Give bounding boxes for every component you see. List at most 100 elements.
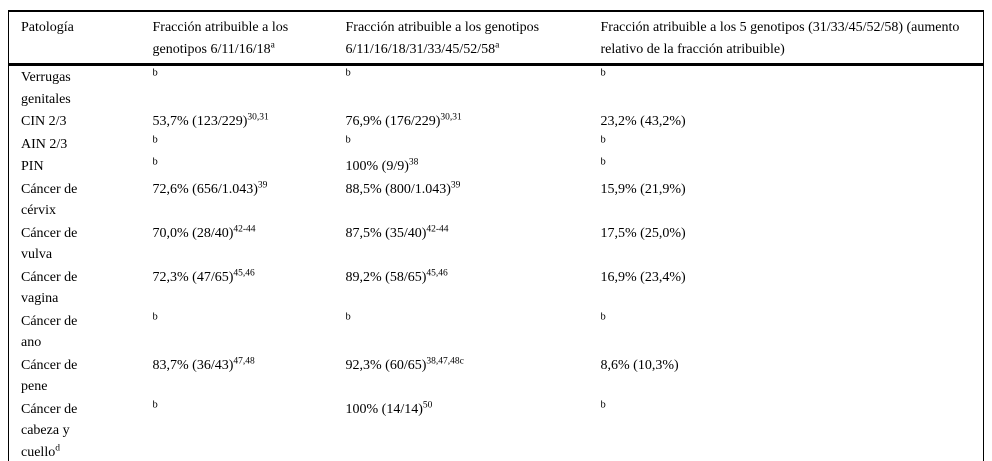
footnote-superscript: b: [600, 398, 606, 410]
footnote-superscript: 39: [257, 179, 268, 190]
pathology-name: Cáncer de vulva: [21, 225, 78, 263]
column-header-0: Patología: [9, 11, 153, 65]
pathology-name: Cáncer de cabeza y cuellod: [21, 401, 78, 460]
value-cell-col3: b: [601, 65, 984, 111]
table-row: Cáncer de vagina 72,3% (47/65)45,46 89,2% …: [9, 266, 984, 310]
value-cell-col1: b: [153, 398, 346, 461]
footnote-superscript: b: [345, 67, 351, 79]
footnote-superscript: a: [495, 39, 500, 50]
value-cell-col3: b: [601, 398, 984, 461]
pathology-cell: Cáncer de ano: [9, 310, 153, 354]
pathology-name: Cáncer de cérvix: [21, 181, 78, 219]
footnote-superscript: b: [152, 398, 158, 410]
table-row: Cáncer de cabeza y cuellod b 100% (14/14)5…: [9, 398, 984, 461]
pathology-cell: Cáncer de cérvix: [9, 178, 153, 222]
footnote-superscript: b: [152, 133, 158, 145]
header-row: Patología Fracción atribuible a los genot…: [8, 11, 984, 65]
column-header-1: Fracción atribuible a los genotipos 6/11…: [153, 11, 346, 65]
footnote-superscript: 38,47,48c: [426, 355, 464, 366]
value-cell-col2: 76,9% (176/229)30,31: [345, 112, 462, 129]
footnote-superscript: b: [152, 156, 158, 168]
footnote-superscript: b: [152, 310, 158, 322]
pathology-cell: Cáncer de pene: [9, 354, 153, 398]
footnote-superscript: 30,31: [247, 112, 269, 123]
table-row: PIN b 100% (9/9)38 b: [9, 155, 984, 178]
value-cell-col2: b: [346, 310, 601, 354]
pathology-cell: AIN 2/3: [9, 133, 153, 156]
table-body: Verrugas genitales b b b CIN 2/3 53,7% (123/2…: [9, 65, 984, 461]
value-cell-col2: 87,5% (35/40)42-44: [345, 223, 449, 241]
pathology-name: Cáncer de vagina: [21, 269, 78, 307]
table-row: Cáncer de pene 83,7% (36/43)47,48 92,3% (6…: [9, 354, 984, 398]
value-cell-col2: 88,5% (800/1.043)39: [345, 179, 461, 197]
value-cell-col2: 100% (14/14)50: [345, 399, 433, 417]
value-cell-col3: 17,5% (25,0%): [600, 225, 686, 241]
pathology-cell: PIN: [9, 155, 153, 178]
value-cell-col3: b: [601, 310, 984, 354]
footnote-superscript: b: [600, 156, 606, 168]
pathology-name: CIN 2/3: [21, 114, 67, 129]
column-header-label: Patología: [21, 20, 74, 35]
footnote-superscript: 42-44: [233, 223, 256, 234]
footnote-superscript: 42-44: [426, 223, 449, 234]
footnote-superscript: a: [270, 39, 275, 50]
pathology-name: Cáncer de pene: [21, 357, 78, 395]
column-header-label: Fracción atribuible a los 5 genotipos (3…: [600, 20, 960, 57]
value-cell-col1: 72,6% (656/1.043)39: [152, 179, 268, 197]
column-header-3: Fracción atribuible a los 5 genotipos (3…: [601, 11, 984, 65]
footnote-superscript: 39: [450, 179, 461, 190]
table-row: AIN 2/3 b b b: [9, 133, 984, 156]
attributable-fraction-table: Patología Fracción atribuible a los genot…: [8, 10, 984, 461]
footnote-superscript: 50: [422, 399, 433, 410]
value-cell-col1: b: [153, 133, 346, 156]
value-cell-col1: 70,0% (28/40)42-44: [152, 223, 256, 241]
footnote-superscript: b: [152, 67, 158, 79]
data-table: Patología Fracción atribuible a los genot…: [8, 10, 984, 461]
pathology-name: PIN: [21, 159, 44, 174]
column-header-label: Fracción atribuible a los genotipos 6/11…: [345, 20, 540, 57]
value-cell-col1: 83,7% (36/43)47,48: [152, 355, 255, 373]
pathology-cell: CIN 2/3: [9, 110, 153, 133]
table-header: Patología Fracción atribuible a los genot…: [8, 11, 984, 65]
value-cell-col2: b: [346, 133, 601, 156]
column-header-label: Fracción atribuible a los genotipos 6/11…: [152, 20, 289, 57]
pathology-cell: Cáncer de cabeza y cuellod: [9, 398, 153, 461]
footnote-superscript: 38: [408, 157, 419, 168]
value-cell-col2: 92,3% (60/65)38,47,48c: [345, 355, 464, 373]
value-cell-col1: 53,7% (123/229)30,31: [152, 112, 269, 129]
pathology-name: Cáncer de ano: [21, 313, 78, 351]
value-cell-col3: b: [601, 133, 984, 156]
footnote-superscript: 45,46: [233, 267, 255, 278]
value-cell-col2: 100% (9/9)38: [345, 157, 419, 174]
value-cell-col3: b: [601, 155, 984, 178]
value-cell-col1: b: [153, 155, 346, 178]
value-cell-col3: 15,9% (21,9%): [600, 181, 686, 197]
footnote-superscript: d: [55, 442, 60, 453]
value-cell-col1: b: [153, 310, 346, 354]
table-row: Cáncer de ano b b b: [9, 310, 984, 354]
table-row: Verrugas genitales b b b: [9, 65, 984, 111]
value-cell-col1: b: [153, 65, 346, 111]
value-cell-col3: 8,6% (10,3%): [600, 357, 679, 373]
footnote-superscript: b: [345, 310, 351, 322]
pathology-name: Verrugas genitales: [21, 70, 71, 107]
pathology-cell: Verrugas genitales: [9, 65, 153, 111]
column-header-2: Fracción atribuible a los genotipos 6/11…: [346, 11, 601, 65]
footnote-superscript: 47,48: [233, 355, 255, 366]
value-cell-col3: 16,9% (23,4%): [600, 269, 686, 285]
table-row: Cáncer de vulva 70,0% (28/40)42-44 87,5% (…: [9, 222, 984, 266]
pathology-cell: Cáncer de vagina: [9, 266, 153, 310]
footnote-superscript: b: [600, 133, 606, 145]
value-cell-col2: 89,2% (58/65)45,46: [345, 267, 448, 285]
pathology-cell: Cáncer de vulva: [9, 222, 153, 266]
footnote-superscript: b: [600, 310, 606, 322]
value-cell-col3: 23,2% (43,2%): [600, 114, 686, 129]
table-row: CIN 2/3 53,7% (123/229)30,31 76,9% (176/22…: [9, 110, 984, 133]
footnote-superscript: b: [600, 67, 606, 79]
pathology-name: AIN 2/3: [21, 136, 68, 152]
table-row: Cáncer de cérvix 72,6% (656/1.043)39 88,5%…: [9, 178, 984, 222]
footnote-superscript: 45,46: [426, 267, 448, 278]
footnote-superscript: b: [345, 133, 351, 145]
value-cell-col2: b: [346, 65, 601, 111]
value-cell-col1: 72,3% (47/65)45,46: [152, 267, 255, 285]
